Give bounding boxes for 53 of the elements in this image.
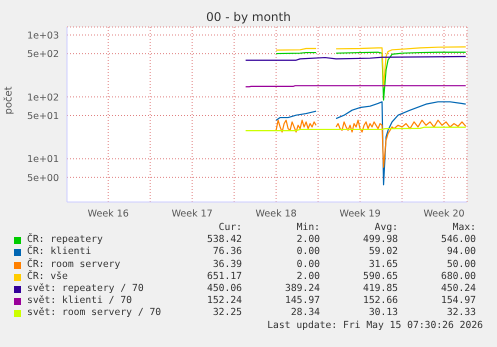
text: 31.65: [368, 258, 398, 270]
y-tick-label: 5e+00: [27, 172, 59, 184]
legend-label: svět: repeatery / 70: [27, 283, 144, 294]
x-tick-label: Week 18: [256, 208, 297, 220]
x-tick-label: Week 19: [339, 208, 381, 220]
legend-label: ČR: klienti: [27, 246, 92, 258]
text: 59.02: [368, 246, 398, 258]
text: 154.97: [440, 295, 476, 306]
text: 0.00: [296, 258, 320, 270]
text: Last update: Fri May 15 07:30:26 2026: [267, 320, 483, 331]
text: 32.25: [212, 307, 242, 318]
y-axis-title: počet: [4, 86, 15, 114]
chart-title: 00 - by month: [205, 10, 292, 24]
x-tick-label: Week 20: [423, 208, 465, 220]
text: 651.17: [206, 270, 242, 282]
text: 94.00: [446, 246, 476, 258]
text: 419.85: [362, 283, 398, 294]
text: 28.34: [290, 307, 320, 318]
y-tick-label: 1e+02: [27, 92, 59, 104]
text: 450.06: [206, 283, 242, 294]
text: Min:: [296, 222, 320, 233]
legend-label: svět: room servery / 70: [27, 307, 162, 318]
text: 389.24: [284, 283, 320, 294]
x-tick-label: Week 17: [172, 208, 213, 220]
text: 499.98: [362, 234, 398, 246]
text: Avg:: [374, 222, 398, 233]
y-tick-label: 5e+01: [27, 110, 59, 122]
legend-label: ČR: repeatery: [27, 234, 103, 246]
legend-label: ČR: room servery: [27, 258, 120, 270]
text: 2.00: [296, 234, 320, 246]
text: 450.24: [440, 283, 476, 294]
text: 152.66: [362, 295, 398, 306]
text: 538.42: [206, 234, 242, 246]
text: 152.24: [206, 295, 242, 306]
x-tick-label: Week 16: [88, 208, 129, 220]
text: 145.97: [284, 295, 320, 306]
text: 680.00: [440, 270, 476, 282]
text: Cur:: [218, 222, 242, 233]
text: 32.33: [446, 307, 476, 318]
text: 76.36: [212, 246, 242, 258]
text: 546.00: [440, 234, 476, 246]
text: Max:: [452, 222, 476, 233]
text: 36.39: [212, 258, 242, 270]
text: 30.13: [368, 307, 398, 318]
text: 50.00: [446, 258, 476, 270]
text: 590.65: [362, 270, 398, 282]
y-tick-label: 1e+01: [27, 154, 59, 166]
legend-label: svět: klienti / 70: [27, 295, 132, 306]
text: 2.00: [296, 270, 320, 282]
legend-label: ČR: vše: [27, 270, 68, 282]
y-tick-label: 1e+03: [27, 30, 59, 42]
text: 0.00: [296, 246, 320, 258]
y-tick-label: 5e+02: [27, 49, 59, 60]
